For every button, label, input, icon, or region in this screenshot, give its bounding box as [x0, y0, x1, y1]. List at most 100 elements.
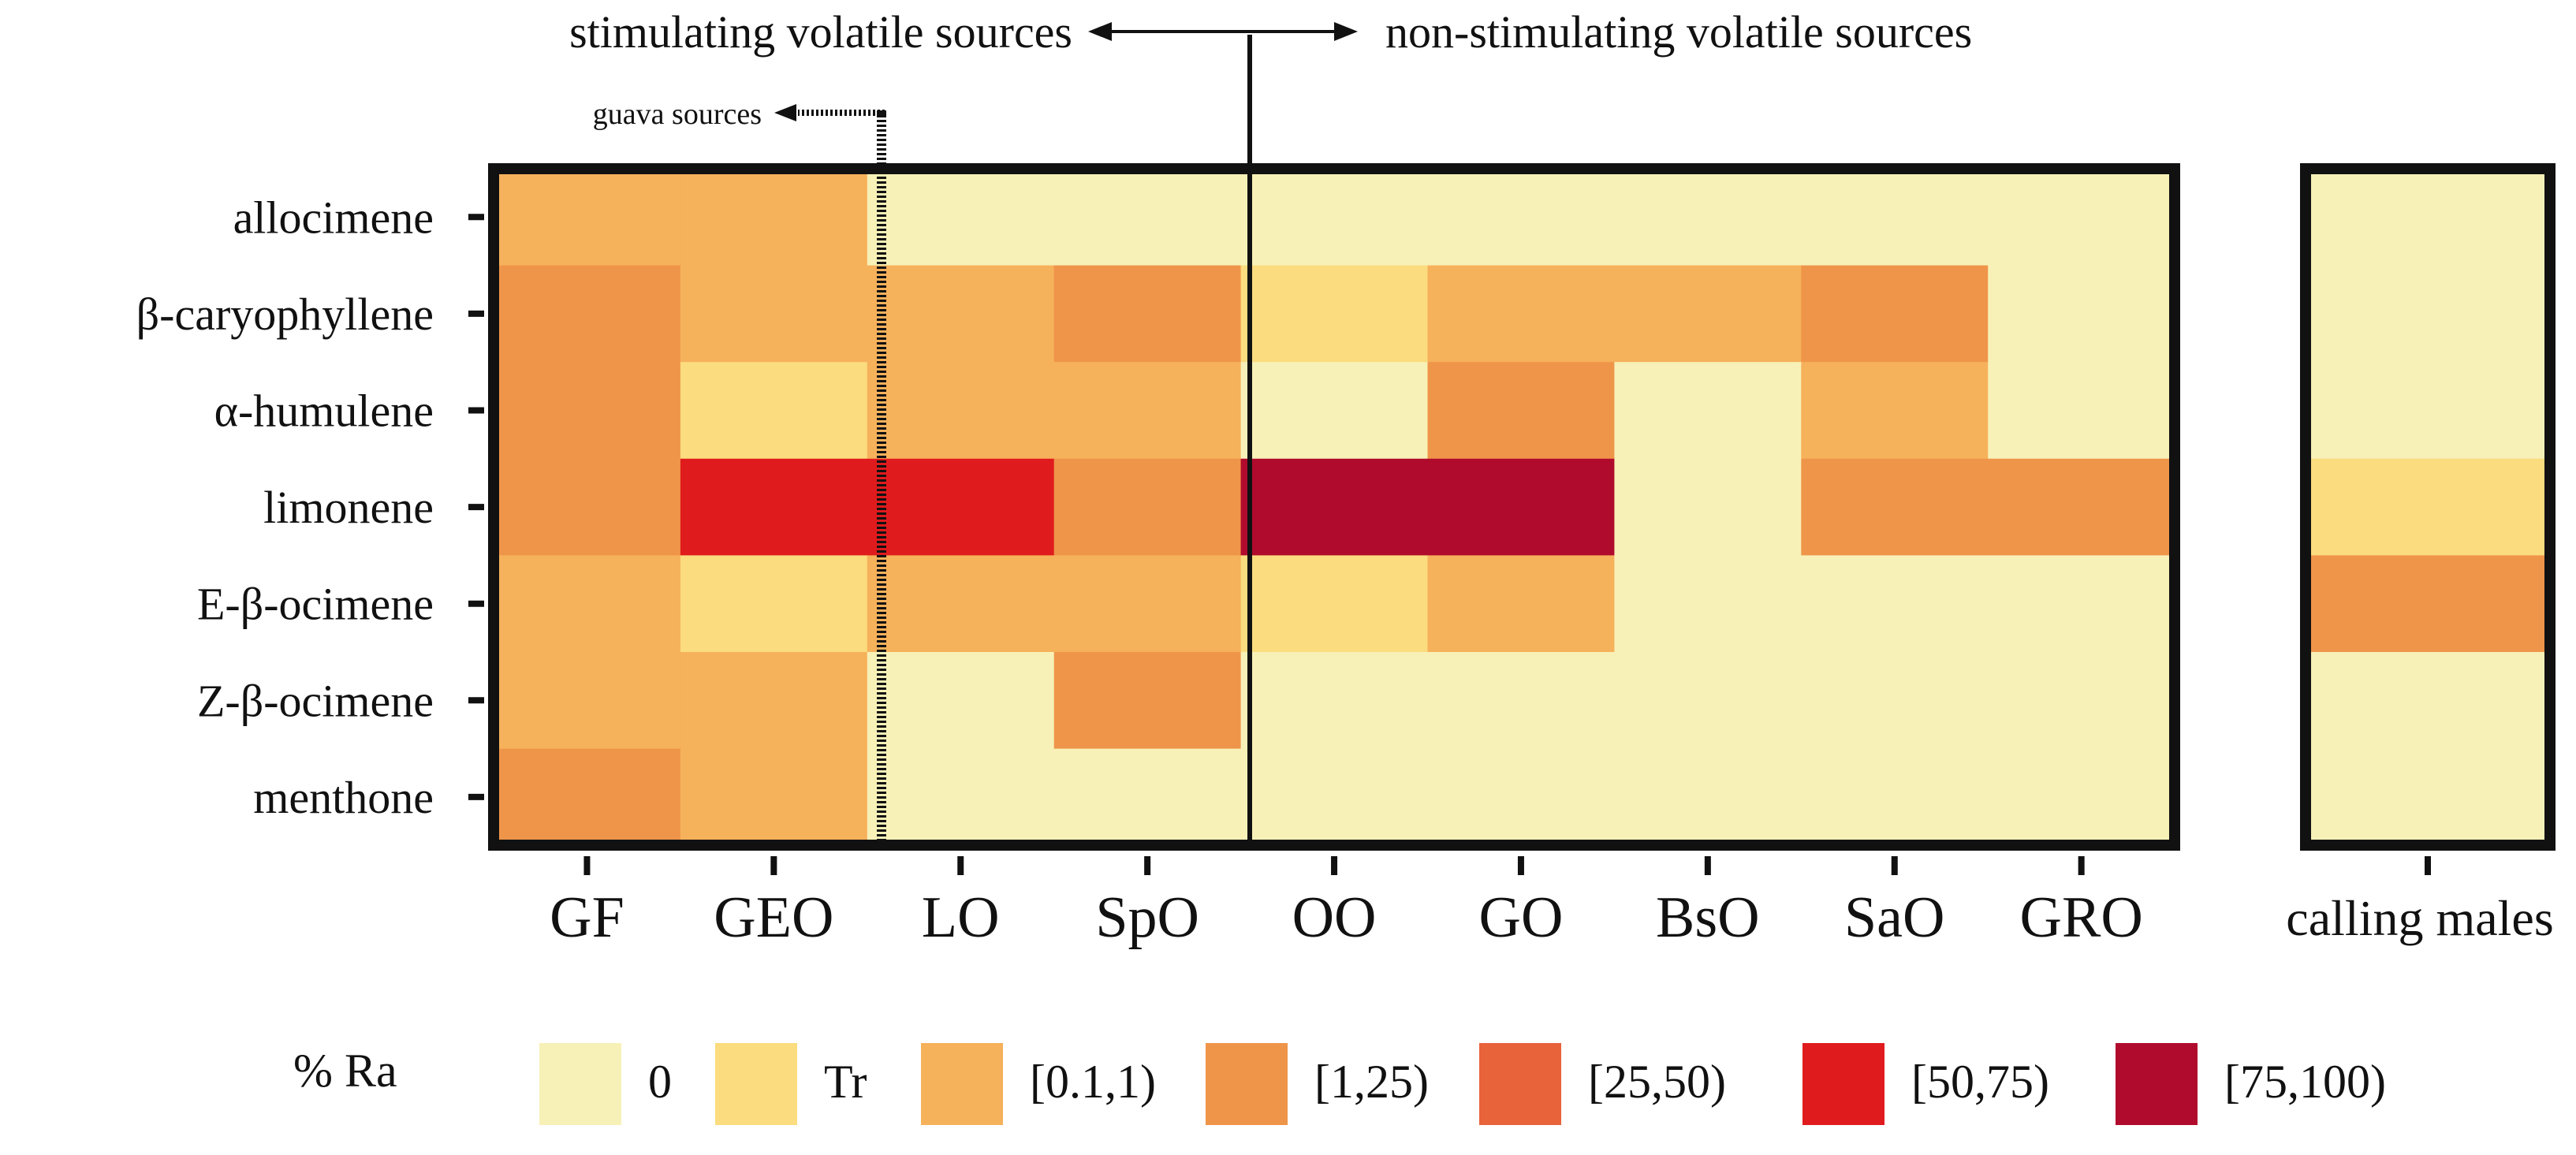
left-group-arrowhead: [1088, 22, 1112, 41]
column-label: GF: [550, 885, 624, 950]
heatmap-cell-4-4: [1240, 555, 1429, 653]
heatmap-cell-0-8: [1988, 169, 2175, 266]
heatmap-cell-4-0: [494, 555, 681, 653]
main-heatmap-frame: [488, 163, 2180, 851]
heatmap-cell-1-3: [1053, 265, 1242, 363]
guava-pointer-arrowhead: [774, 104, 796, 121]
heatmap-cell-0-4: [1240, 169, 1429, 266]
heatmap-cell-3-0: [494, 458, 681, 557]
column-label: GRO: [2020, 885, 2143, 950]
heatmap-cell-5-6: [1614, 652, 1802, 750]
guava-label: guava sources: [593, 98, 762, 131]
heatmap-cell-6-1: [680, 748, 868, 846]
legend-label: [25,50): [1588, 1056, 1726, 1108]
legend-swatch: [539, 1043, 621, 1125]
heatmap-cell-5-2: [867, 652, 1055, 750]
calling-cell-3: [2306, 458, 2550, 557]
column-label: SaO: [1844, 885, 1944, 950]
row-label: Z-β-ocimene: [197, 675, 434, 726]
heatmap-cell-0-3: [1053, 169, 1242, 266]
heatmap-cell-6-6: [1614, 748, 1802, 846]
heatmap-cell-0-2: [867, 169, 1055, 266]
legend-label: Tr: [824, 1056, 867, 1108]
heatmap-cell-6-2: [867, 748, 1055, 846]
column-label: LO: [922, 885, 1000, 950]
legend-swatch: [715, 1043, 797, 1125]
row-label: E-β-ocimene: [197, 579, 434, 630]
legend-label: [75,100): [2224, 1056, 2386, 1108]
heatmap-cell-3-4: [1240, 458, 1429, 557]
heatmap-cell-5-8: [1988, 652, 2175, 750]
row-label: β-caryophyllene: [136, 289, 434, 340]
heatmap-cell-6-7: [1801, 748, 1989, 846]
heatmap-cell-5-1: [680, 652, 868, 750]
legend-title: % Ra: [293, 1045, 397, 1097]
legend: % Ra 0 Tr [0.1,1) [1,25) [25,50) [50,75) [75,10…: [293, 1043, 2386, 1125]
legend-label: [50,75): [1911, 1056, 2049, 1108]
calling-cell-5: [2306, 652, 2550, 750]
heatmap-cell-4-2: [867, 555, 1055, 653]
row-labels: allocimene β-caryophyllene α-humulene limon…: [136, 192, 484, 823]
heatmap-cell-3-1: [680, 458, 868, 557]
legend-swatch: [1206, 1043, 1288, 1125]
heatmap-cell-2-5: [1427, 362, 1616, 460]
column-label: SpO: [1095, 885, 1199, 950]
left-group-label: stimulating volatile sources: [569, 6, 1072, 58]
heatmap-cell-2-7: [1801, 362, 1989, 460]
column-label: GO: [1479, 885, 1564, 950]
heatmap-cell-4-8: [1988, 555, 2175, 653]
heatmap-cell-5-7: [1801, 652, 1989, 750]
heatmap-cell-2-4: [1240, 362, 1429, 460]
legend-label: [0.1,1): [1030, 1056, 1156, 1108]
row-label: menthone: [253, 772, 434, 823]
heatmap-cell-4-5: [1427, 555, 1616, 653]
heatmap-cell-0-6: [1614, 169, 1802, 266]
main-heatmap-cells: [494, 169, 2175, 846]
heatmap-cell-2-1: [680, 362, 868, 460]
column-label: GEO: [714, 885, 833, 950]
calling-cell-4: [2306, 555, 2550, 653]
heatmap-cell-5-0: [494, 652, 681, 750]
row-label: limonene: [263, 482, 434, 533]
right-group-label: non-stimulating volatile sources: [1385, 6, 1972, 58]
heatmap-cell-0-0: [494, 169, 681, 266]
heatmap-cell-2-3: [1053, 362, 1242, 460]
legend-swatch: [1802, 1043, 1884, 1125]
heatmap-cell-1-8: [1988, 265, 2175, 363]
column-labels: GF GEO LO SpO OO GO BsO SaO GRO calling males: [550, 856, 2554, 950]
legend-swatch: [2116, 1043, 2198, 1125]
heatmap-cell-4-3: [1053, 555, 1242, 653]
row-label: α-humulene: [214, 386, 434, 437]
heatmap-cell-3-7: [1801, 458, 1989, 557]
legend-label: 0: [648, 1056, 672, 1108]
heatmap-cell-3-2: [867, 458, 1055, 557]
heatmap-cell-1-5: [1427, 265, 1616, 363]
heatmap-cell-4-1: [680, 555, 868, 653]
heatmap-cell-3-8: [1988, 458, 2175, 557]
heatmap-cell-3-6: [1614, 458, 1802, 557]
heatmap-cell-1-1: [680, 265, 868, 363]
heatmap-cell-1-6: [1614, 265, 1802, 363]
heatmap-cell-3-5: [1427, 458, 1616, 557]
calling-cell-0: [2306, 169, 2550, 266]
column-label: BsO: [1656, 885, 1760, 950]
heatmap-cell-5-5: [1427, 652, 1616, 750]
heatmap-cell-6-3: [1053, 748, 1242, 846]
legend-swatch: [1479, 1043, 1561, 1125]
calling-cell-6: [2306, 748, 2550, 846]
calling-heatmap-frame: [2300, 163, 2555, 851]
right-group-arrowhead: [1334, 22, 1358, 41]
legend-swatch: [921, 1043, 1003, 1125]
calling-cell-1: [2306, 265, 2550, 363]
heatmap-cell-6-5: [1427, 748, 1616, 846]
calling-males-cells: [2306, 169, 2550, 846]
heatmap-cell-6-8: [1988, 748, 2175, 846]
calling-column-label: calling males: [2286, 890, 2553, 946]
heatmap-cell-0-1: [680, 169, 868, 266]
heatmap-cell-2-6: [1614, 362, 1802, 460]
heatmap-cell-3-3: [1053, 458, 1242, 557]
heatmap-cell-4-7: [1801, 555, 1989, 653]
heatmap-cell-1-7: [1801, 265, 1989, 363]
